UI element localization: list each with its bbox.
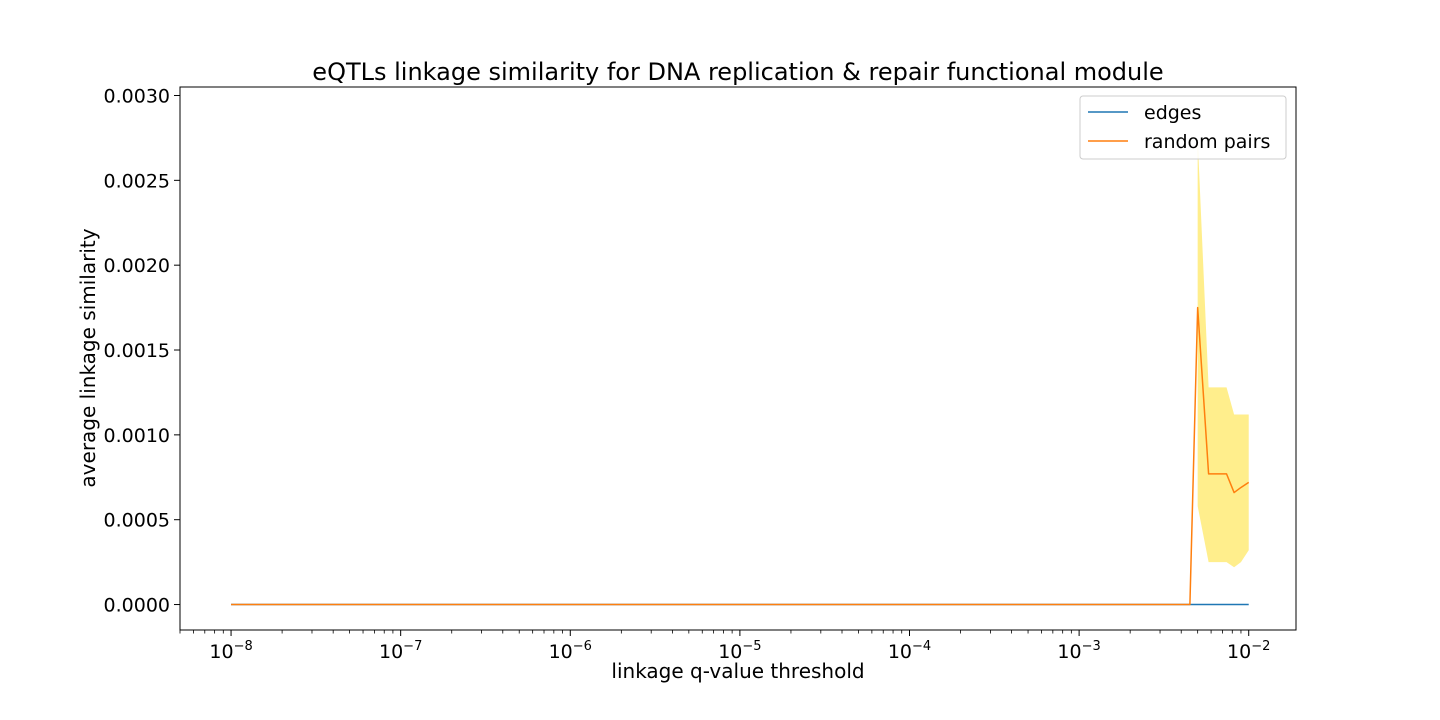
series-line-random-pairs: [231, 306, 1250, 606]
y-tick-label: 0.0020: [104, 255, 170, 277]
x-tick-label: 10−6: [549, 639, 592, 663]
y-tick-label: 0.0010: [104, 425, 170, 447]
legend: edges random pairs: [1079, 95, 1287, 160]
x-axis-ticks: 10−8 10−7 10−6 10−5 10−4 10−3 10−2: [179, 630, 1270, 663]
x-tick-label: 10−3: [1057, 639, 1100, 663]
x-tick-label: 10−5: [718, 639, 761, 663]
x-tick-label: 10−8: [209, 639, 252, 663]
series-lines-layer: [231, 306, 1250, 606]
chart-title: eQTLs linkage similarity for DNA replica…: [312, 58, 1163, 86]
plot-area-frame: [179, 86, 1297, 631]
y-axis-ticks: 0.0000 0.0005 0.0010 0.0015 0.0020 0.0025 0.00…: [104, 85, 180, 617]
y-tick-label: 0.0030: [104, 85, 170, 107]
x-tick-label: 10−4: [888, 639, 931, 663]
y-tick-label: 0.0000: [104, 595, 170, 617]
x-tick-label: 10−2: [1227, 639, 1270, 663]
y-tick-label: 0.0025: [104, 170, 170, 192]
confidence-band-layer: [1197, 137, 1249, 568]
confidence-band-1: [1197, 137, 1249, 568]
y-axis-title: average linkage similarity: [76, 228, 100, 487]
y-tick-label: 0.0005: [104, 510, 170, 532]
y-tick-label: 0.0015: [104, 340, 170, 362]
legend-box: [1079, 95, 1287, 160]
legend-edges-label: edges: [1144, 102, 1201, 124]
x-axis-title: linkage q-value threshold: [611, 659, 864, 683]
x-tick-label: 10−7: [379, 639, 422, 663]
legend-random-pairs-label: random pairs: [1144, 131, 1270, 153]
